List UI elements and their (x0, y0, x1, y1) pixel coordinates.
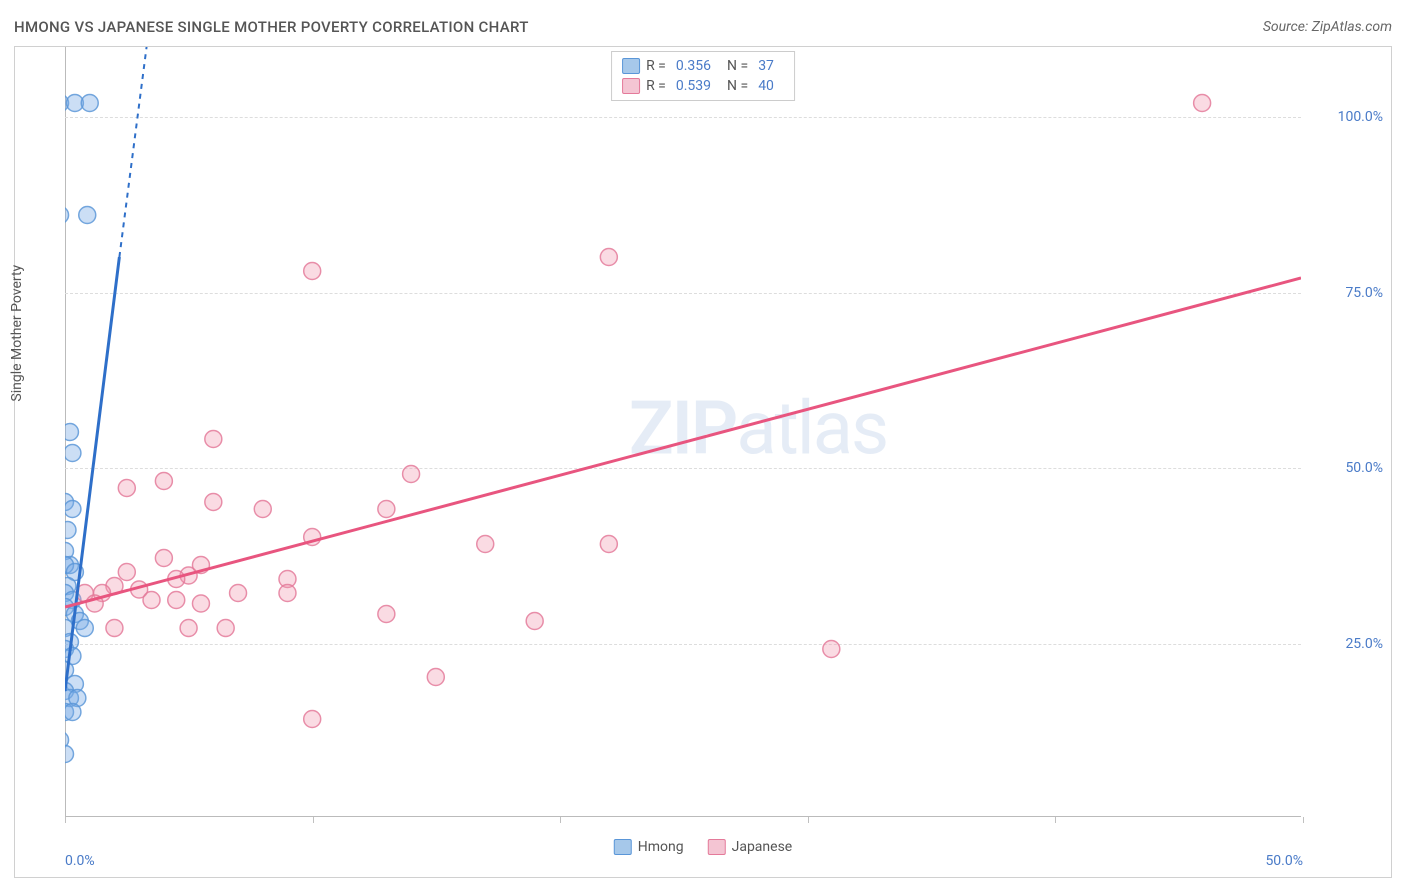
trend-line (119, 47, 146, 257)
y-axis-label: Single Mother Poverty (9, 265, 25, 402)
scatter-point (65, 445, 81, 462)
scatter-point (155, 473, 172, 490)
scatter-point (65, 207, 69, 224)
scatter-point (279, 585, 296, 602)
scatter-point (65, 746, 73, 763)
scatter-point (180, 620, 197, 637)
series-label: Japanese (732, 839, 793, 855)
scatter-point (526, 613, 543, 630)
scatter-point (378, 501, 395, 518)
scatter-point (600, 536, 617, 553)
stats-legend: R = 0.356 N = 37 R = 0.539 N = 40 (611, 51, 795, 101)
scatter-point (403, 466, 420, 483)
scatter-point (304, 263, 321, 280)
series-legend-item: Japanese (708, 839, 793, 855)
stats-legend-row: R = 0.356 N = 37 (622, 56, 784, 76)
scatter-point (143, 592, 160, 609)
source-label: Source: (1263, 19, 1308, 35)
x-tick (560, 817, 561, 823)
scatter-point (65, 424, 78, 441)
scatter-point (230, 585, 247, 602)
x-tick (808, 817, 809, 823)
legend-r-label: R = (646, 78, 666, 94)
x-tick-label: 0.0% (65, 853, 95, 869)
scatter-point (217, 620, 234, 637)
legend-n-value: 40 (758, 78, 774, 94)
chart-source: Source: ZipAtlas.com (1263, 19, 1392, 35)
scatter-point (106, 620, 123, 637)
scatter-point (65, 501, 81, 518)
y-tick-label: 50.0% (1345, 460, 1383, 476)
scatter-point (1194, 95, 1211, 112)
scatter-point (205, 494, 222, 511)
legend-swatch (622, 58, 640, 74)
legend-n-value: 37 (758, 58, 774, 74)
scatter-point (427, 669, 444, 686)
scatter-point (79, 207, 96, 224)
scatter-point (76, 620, 93, 637)
x-tick-label: 50.0% (1265, 853, 1303, 869)
x-tick (1303, 817, 1304, 823)
scatter-point (254, 501, 271, 518)
trend-line (65, 278, 1301, 607)
legend-r-label: R = (646, 58, 666, 74)
legend-swatch (614, 839, 632, 855)
stats-legend-row: R = 0.539 N = 40 (622, 76, 784, 96)
series-legend-item: Hmong (614, 839, 684, 855)
y-tick-label: 75.0% (1345, 285, 1383, 301)
legend-swatch (622, 78, 640, 94)
scatter-point (65, 704, 81, 721)
scatter-point (118, 564, 135, 581)
scatter-point (205, 431, 222, 448)
scatter-point (823, 641, 840, 658)
scatter-point (600, 249, 617, 266)
legend-n-label: N = (727, 58, 748, 74)
scatter-point (118, 480, 135, 497)
legend-r-value: 0.356 (676, 58, 711, 74)
y-tick-label: 25.0% (1345, 636, 1383, 652)
scatter-point (65, 522, 76, 539)
chart-header: HMONG VS JAPANESE SINGLE MOTHER POVERTY … (14, 18, 1392, 36)
legend-swatch (708, 839, 726, 855)
chart-title: HMONG VS JAPANESE SINGLE MOTHER POVERTY … (14, 18, 529, 36)
series-legend: Hmong Japanese (614, 839, 792, 855)
scatter-point (477, 536, 494, 553)
x-tick (1055, 817, 1056, 823)
source-name: ZipAtlas.com (1312, 19, 1392, 35)
x-tick (313, 817, 314, 823)
y-tick-label: 100.0% (1338, 109, 1383, 125)
scatter-point (378, 606, 395, 623)
scatter-point (168, 592, 185, 609)
plot-area (65, 47, 1301, 817)
series-label: Hmong (638, 839, 684, 855)
x-tick (65, 817, 66, 823)
scatter-svg (65, 47, 1301, 817)
chart-container: Single Mother Poverty 25.0%50.0%75.0%100… (14, 46, 1392, 878)
legend-r-value: 0.539 (676, 78, 711, 94)
scatter-point (81, 95, 98, 112)
scatter-point (192, 595, 209, 612)
legend-n-label: N = (727, 78, 748, 94)
scatter-point (304, 711, 321, 728)
scatter-point (155, 550, 172, 567)
